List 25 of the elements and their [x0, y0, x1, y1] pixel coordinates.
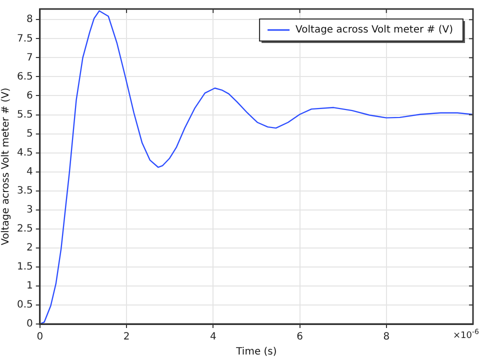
y-tick-label: 0.5 — [16, 300, 33, 311]
y-tick-label: 4.5 — [16, 147, 33, 158]
x-tick-label: 4 — [210, 332, 216, 343]
y-tick-label: 3 — [26, 204, 33, 216]
x-axis-title: Time (s) — [235, 346, 277, 358]
legend-label: Voltage across Volt meter # (V) — [296, 24, 454, 36]
y-tick-label: 5 — [26, 128, 33, 140]
y-tick-label: 3.5 — [16, 185, 33, 196]
x-tick-label: 2 — [123, 332, 130, 343]
y-tick-label: 7.5 — [16, 33, 33, 44]
y-tick-label: 1.5 — [16, 262, 33, 273]
x-tick-label: 0 — [36, 332, 44, 343]
y-tick-label: 0 — [26, 318, 33, 330]
y-tick-label: 6 — [26, 90, 33, 102]
y-tick-label: 7 — [26, 52, 33, 64]
y-tick-label: 6.5 — [16, 71, 33, 82]
y-tick-label: 8 — [26, 14, 33, 26]
y-axis-title: Voltage across Volt meter # (V) — [0, 88, 12, 246]
y-tick-label: 1 — [26, 280, 33, 292]
y-tick-label: 2 — [26, 242, 33, 254]
x-tick-label: 6 — [296, 332, 303, 343]
x-tick-label: 8 — [383, 332, 390, 343]
y-tick-label: 2.5 — [16, 223, 33, 234]
y-tick-label: 5.5 — [16, 109, 33, 120]
y-tick-label: 4 — [26, 166, 33, 178]
